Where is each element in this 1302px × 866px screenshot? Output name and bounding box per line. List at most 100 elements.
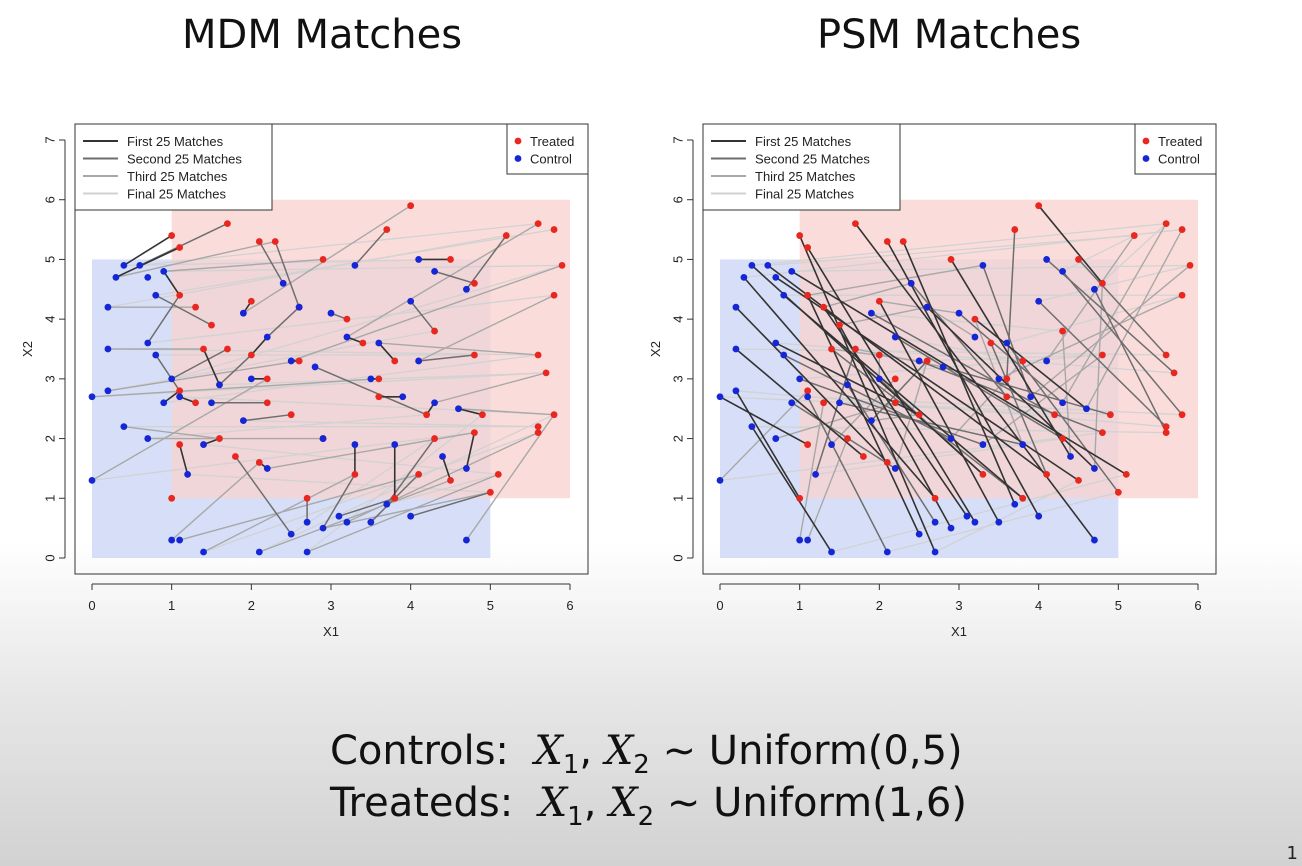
match-line: [171, 461, 260, 541]
legend-line-label: Third 25 Matches: [127, 169, 228, 184]
control-point: [168, 375, 176, 383]
region-treated: [171, 199, 570, 499]
control-point: [279, 279, 287, 287]
match-line: [783, 354, 952, 440]
control-point: [716, 476, 724, 484]
treated-point: [1130, 232, 1138, 239]
match-line: [179, 396, 555, 416]
control-point: [780, 291, 788, 299]
match-line: [203, 443, 499, 476]
control-point: [176, 393, 184, 401]
chart-title-mdm: MDM Matches: [182, 12, 463, 58]
match-line: [1006, 342, 1119, 493]
control-point: [764, 262, 772, 269]
match-line: [1038, 300, 1167, 428]
y-tick-label: 1: [42, 495, 57, 502]
control-point: [327, 309, 335, 317]
control-point: [748, 423, 756, 431]
control-point: [407, 297, 415, 305]
match-line: [274, 241, 300, 308]
match-line: [202, 348, 221, 386]
match-line: [806, 396, 888, 553]
match-line: [259, 479, 451, 553]
control-point: [287, 530, 295, 538]
x-tick-label: 4: [407, 598, 414, 613]
legend-point-label: Control: [530, 152, 572, 167]
match-line: [410, 300, 436, 332]
match-line: [1038, 264, 1191, 302]
match-line: [791, 402, 896, 470]
control-point: [112, 273, 120, 281]
formula-variable: X: [538, 780, 568, 826]
treated-point: [971, 315, 979, 323]
match-line: [1038, 205, 1104, 284]
treated-point: [1162, 423, 1170, 431]
treated-point: [303, 494, 311, 502]
legend-point-label: Control: [1158, 152, 1200, 167]
treated-point: [804, 291, 812, 299]
match-line: [1030, 264, 1191, 398]
treated-point: [287, 411, 295, 419]
control-point: [343, 518, 351, 526]
match-line: [123, 234, 173, 267]
treated-point: [263, 375, 271, 383]
control-point: [311, 363, 319, 371]
match-line: [147, 414, 427, 440]
treated-point: [486, 488, 494, 496]
match-line: [107, 234, 507, 308]
control-point: [963, 512, 971, 520]
control-point: [351, 441, 359, 448]
control-point: [828, 548, 835, 556]
control-point: [176, 536, 184, 544]
y-tick-label: 0: [670, 554, 685, 561]
match-line: [1093, 283, 1104, 469]
y-tick-label: 5: [670, 256, 685, 263]
treated-point: [271, 238, 279, 245]
match-line: [139, 222, 539, 267]
treated-point: [208, 321, 215, 329]
control-point: [247, 375, 255, 383]
treated-point: [550, 291, 558, 299]
control-point: [1083, 405, 1090, 413]
treated-point: [224, 220, 231, 227]
control-point: [971, 518, 979, 526]
treated-point: [1099, 351, 1106, 359]
control-point: [1027, 393, 1035, 401]
control-point: [415, 357, 423, 365]
treated-point: [319, 256, 327, 263]
formula-relation: ∼: [666, 780, 701, 826]
control-point: [303, 548, 311, 556]
control-point: [788, 267, 796, 275]
treated-point: [1019, 494, 1027, 502]
treated-point: [923, 357, 931, 365]
treated-point: [550, 226, 558, 233]
treated-point: [343, 315, 351, 323]
treated-point: [852, 220, 859, 227]
match-line: [250, 336, 268, 356]
control-point: [216, 381, 223, 389]
legend-line-label: Third 25 Matches: [755, 169, 856, 184]
match-line: [290, 264, 563, 362]
control-point: [152, 351, 160, 359]
control-point: [263, 465, 271, 472]
control-point: [1043, 256, 1051, 263]
match-line: [735, 306, 888, 464]
line-legend-box: [74, 123, 273, 211]
formula-relation: ∼: [662, 728, 697, 774]
treated-point: [987, 339, 995, 347]
legend-point-swatch: [1142, 137, 1150, 145]
match-line: [1061, 331, 1072, 457]
control-point: [995, 375, 1003, 383]
treated-point: [1106, 411, 1114, 419]
x-tick-label: 3: [327, 598, 334, 613]
match-line: [123, 425, 220, 440]
y-tick-label: 6: [42, 196, 57, 203]
formula-subscript: 2: [633, 750, 650, 780]
y-tick-label: 4: [670, 316, 685, 323]
treated-point: [1035, 202, 1043, 210]
treated-point: [502, 232, 510, 239]
y-tick-label: 6: [670, 196, 685, 203]
match-line: [1006, 294, 1183, 344]
y-axis-label: X2: [20, 341, 35, 357]
legend-line-label: First 25 Matches: [755, 134, 852, 149]
